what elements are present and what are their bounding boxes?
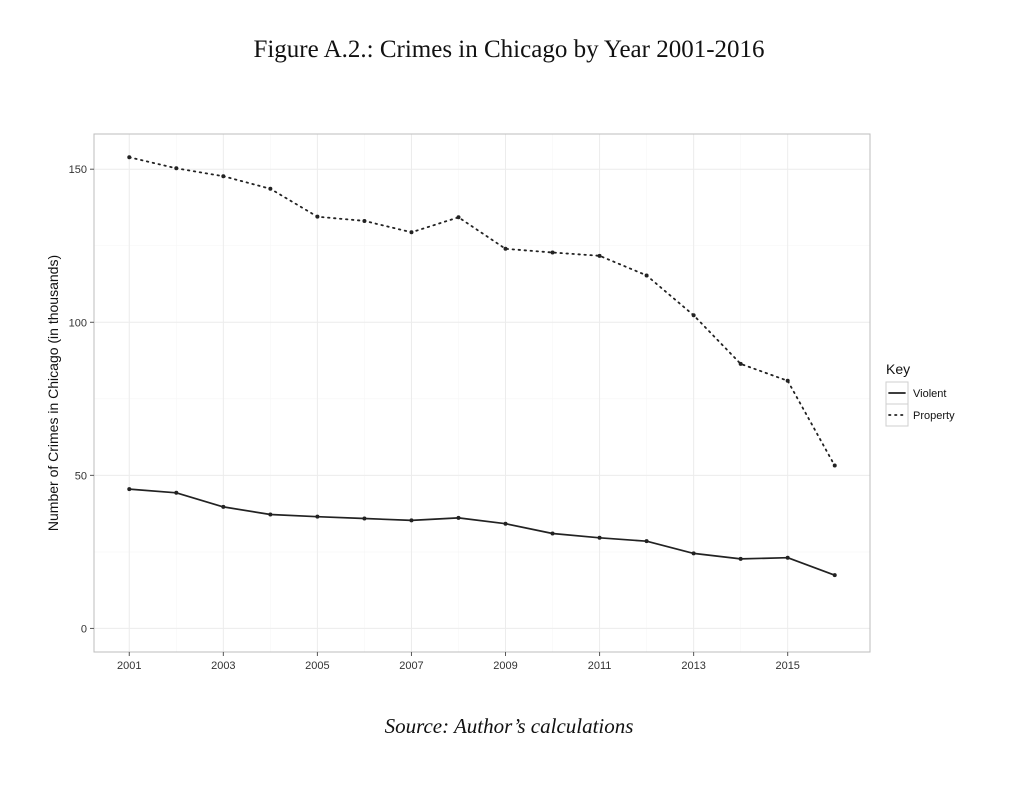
legend-label-violent: Violent	[913, 388, 946, 400]
data-point-property	[832, 463, 837, 468]
data-point-violent	[127, 487, 132, 492]
legend-label-property: Property	[913, 410, 955, 422]
x-tick-label: 2011	[588, 660, 612, 672]
x-tick-label: 2003	[211, 660, 235, 672]
data-point-property	[268, 186, 273, 191]
panel-border	[93, 133, 871, 653]
data-point-property	[409, 230, 414, 235]
data-point-property	[127, 155, 132, 160]
series-line-property	[128, 156, 836, 467]
data-point-property	[362, 218, 367, 223]
x-tick-label: 2005	[305, 660, 329, 672]
data-point-property	[691, 313, 696, 318]
data-point-violent	[456, 515, 461, 520]
x-tick-label: 2001	[117, 660, 141, 672]
series-line-violent	[128, 488, 836, 577]
axes: 2001 2003 2005 2007 2009 2011 2013 2015 0 50 100 15…	[45, 133, 871, 672]
legend-title: Key	[886, 361, 910, 377]
figure-title: Figure A.2.: Crimes in Chicago by Year 2…	[253, 36, 765, 63]
y-tick-label: 150	[69, 164, 87, 176]
data-point-violent	[315, 514, 320, 519]
x-tick-label: 2007	[399, 660, 423, 672]
series-layer	[127, 155, 837, 578]
data-point-violent	[738, 556, 743, 561]
data-point-violent	[691, 551, 696, 556]
data-point-property	[456, 215, 461, 220]
data-point-property	[503, 246, 508, 251]
data-point-property	[315, 214, 320, 219]
data-point-violent	[221, 504, 226, 509]
data-point-violent	[644, 539, 649, 544]
data-point-violent	[550, 531, 555, 536]
data-point-property	[550, 250, 555, 255]
x-tick-label: 2013	[681, 660, 705, 672]
data-point-violent	[409, 518, 414, 523]
data-point-violent	[362, 516, 367, 521]
x-tick-label: 2009	[493, 660, 517, 672]
panel-background	[94, 134, 870, 652]
data-point-violent	[174, 490, 179, 495]
data-point-property	[644, 273, 649, 278]
data-point-property	[785, 378, 790, 383]
data-point-violent	[268, 512, 273, 517]
y-tick-label: 100	[69, 317, 87, 329]
data-point-violent	[503, 521, 508, 526]
data-point-property	[597, 253, 602, 258]
y-tick-label: 0	[81, 623, 87, 635]
y-tick-label: 50	[75, 470, 87, 482]
plot-panel	[94, 134, 870, 652]
data-point-violent	[785, 555, 790, 560]
data-point-property	[738, 361, 743, 366]
data-point-violent	[832, 573, 837, 578]
data-point-property	[174, 166, 179, 171]
y-axis-title: Number of Crimes in Chicago (in thousand…	[45, 255, 61, 531]
x-tick-label: 2015	[775, 660, 799, 672]
data-point-violent	[597, 535, 602, 540]
data-point-property	[221, 174, 226, 179]
source-caption: Source: Author’s calculations	[384, 714, 634, 738]
